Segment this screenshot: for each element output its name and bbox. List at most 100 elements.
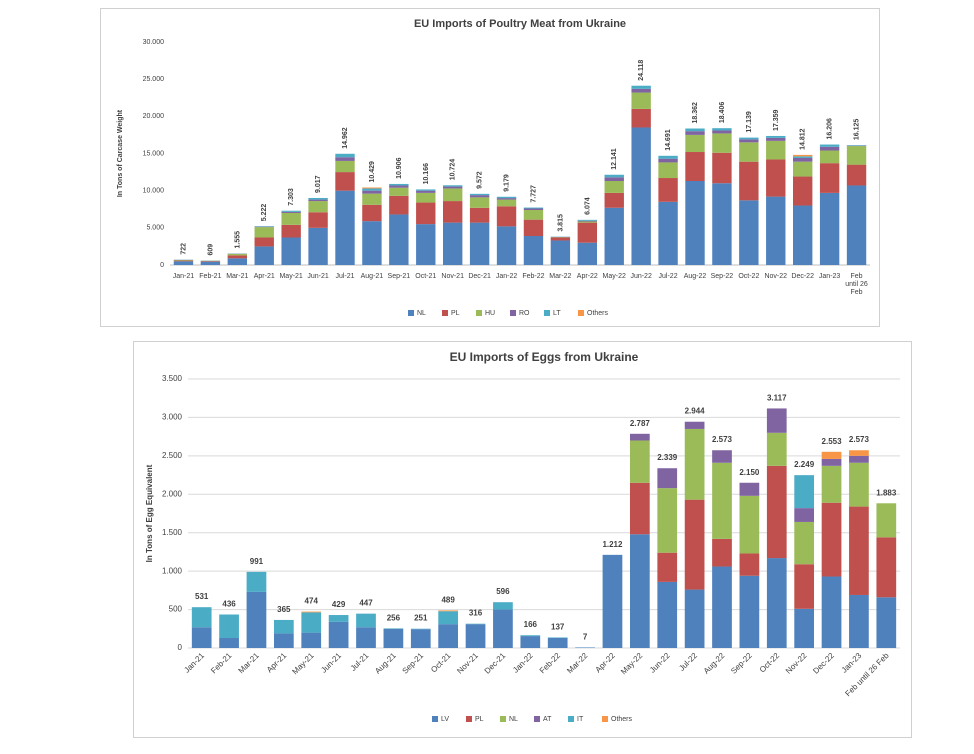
bar-segment — [630, 483, 650, 534]
bar-segment — [301, 612, 321, 613]
bar-segment — [192, 627, 212, 648]
bar-segment — [876, 503, 896, 537]
total-label: 489 — [441, 595, 455, 604]
bar-segment — [201, 261, 220, 262]
legend-label: Others — [611, 716, 633, 723]
bar-segment — [766, 136, 785, 138]
bar-segment — [416, 224, 435, 265]
bar-segment — [551, 237, 570, 240]
bar-segment — [255, 237, 274, 246]
bar-segment — [712, 539, 732, 567]
bar-segment — [630, 440, 650, 482]
total-label: 17.139 — [746, 111, 753, 133]
total-label: 16.125 — [854, 119, 861, 141]
total-label: 166 — [524, 620, 538, 629]
bar-segment — [389, 188, 408, 196]
bar-segment — [685, 422, 705, 429]
legend-label: NL — [417, 310, 426, 317]
legend-swatch — [476, 310, 482, 316]
bar-segment — [416, 191, 435, 193]
total-label: 2.573 — [712, 435, 733, 444]
legend-swatch — [432, 716, 438, 722]
bar-segment — [308, 198, 327, 200]
x-tick-label: Feb-21 — [199, 273, 221, 280]
bar-segment — [356, 627, 376, 648]
bar-segment — [766, 197, 785, 265]
legend-swatch — [442, 310, 448, 316]
total-label: 14.812 — [800, 128, 807, 150]
bar-segment — [739, 200, 758, 265]
bar-segment — [793, 158, 812, 162]
x-tick-label: Jun-22 — [630, 273, 652, 280]
total-label: 10.724 — [450, 159, 457, 181]
y-tick-label: 0 — [178, 643, 183, 652]
bar-segment — [793, 155, 812, 156]
bar-segment — [524, 210, 543, 220]
bar-segment — [685, 152, 704, 181]
bar-segment — [794, 609, 814, 648]
bar-segment — [274, 620, 294, 633]
bar-segment — [219, 614, 239, 638]
total-label: 12.141 — [611, 148, 618, 170]
bar-segment — [438, 624, 458, 648]
bar-segment — [356, 614, 376, 628]
total-label: 9.572 — [477, 171, 484, 189]
bar-segment — [443, 201, 462, 223]
bar-segment — [335, 172, 354, 191]
total-label: 18.362 — [692, 102, 699, 124]
bar-segment — [820, 163, 839, 193]
bar-segment — [712, 133, 731, 152]
total-label: 531 — [195, 592, 209, 601]
bar-segment — [876, 537, 896, 597]
bar-segment — [335, 161, 354, 172]
x-tick-label: Jun-21 — [307, 273, 329, 280]
bar-segment — [849, 595, 869, 648]
bar-segment — [520, 636, 540, 648]
bar-segment — [657, 488, 677, 553]
x-tick-label: Apr-22 — [577, 273, 598, 280]
bar-segment — [605, 208, 624, 265]
total-label: 2.339 — [657, 453, 678, 462]
total-label: 16.206 — [827, 118, 834, 140]
bar-segment — [575, 647, 595, 648]
bar-segment — [335, 157, 354, 161]
x-tick-label: Apr-21 — [254, 273, 275, 280]
bar-segment — [766, 141, 785, 160]
total-label: 429 — [332, 600, 346, 609]
bar-segment — [658, 202, 677, 265]
bar-segment — [631, 86, 650, 89]
total-label: 256 — [387, 613, 401, 622]
total-label: 991 — [250, 557, 264, 566]
bar-segment — [822, 459, 842, 466]
bar-segment — [712, 130, 731, 133]
bar-segment — [794, 508, 814, 522]
legend-swatch — [544, 310, 550, 316]
bar-segment — [739, 142, 758, 161]
bar-segment — [493, 610, 513, 648]
total-label: 436 — [222, 599, 236, 608]
total-label: 2.787 — [630, 419, 651, 428]
bar-segment — [228, 258, 247, 265]
bar-segment — [308, 200, 327, 201]
bar-segment — [712, 153, 731, 183]
bar-segment — [847, 165, 866, 186]
total-label: 137 — [551, 622, 565, 631]
bar-segment — [740, 483, 760, 496]
total-label: 14.691 — [665, 129, 672, 151]
bar-segment — [630, 534, 650, 648]
bar-segment — [362, 187, 381, 188]
legend-label: RO — [519, 310, 530, 317]
bar-segment — [820, 151, 839, 164]
bar-segment — [712, 128, 731, 130]
bar-segment — [362, 191, 381, 194]
y-tick-label: 10.000 — [143, 188, 165, 195]
bar-segment — [411, 629, 431, 648]
bar-segment — [548, 637, 568, 638]
bar-segment — [739, 139, 758, 142]
bar-segment — [219, 638, 239, 648]
bar-segment — [443, 185, 462, 186]
total-label: 722 — [180, 243, 187, 255]
bar-segment — [847, 185, 866, 265]
legend-swatch — [408, 310, 414, 316]
y-tick-label: 5.000 — [146, 225, 164, 232]
